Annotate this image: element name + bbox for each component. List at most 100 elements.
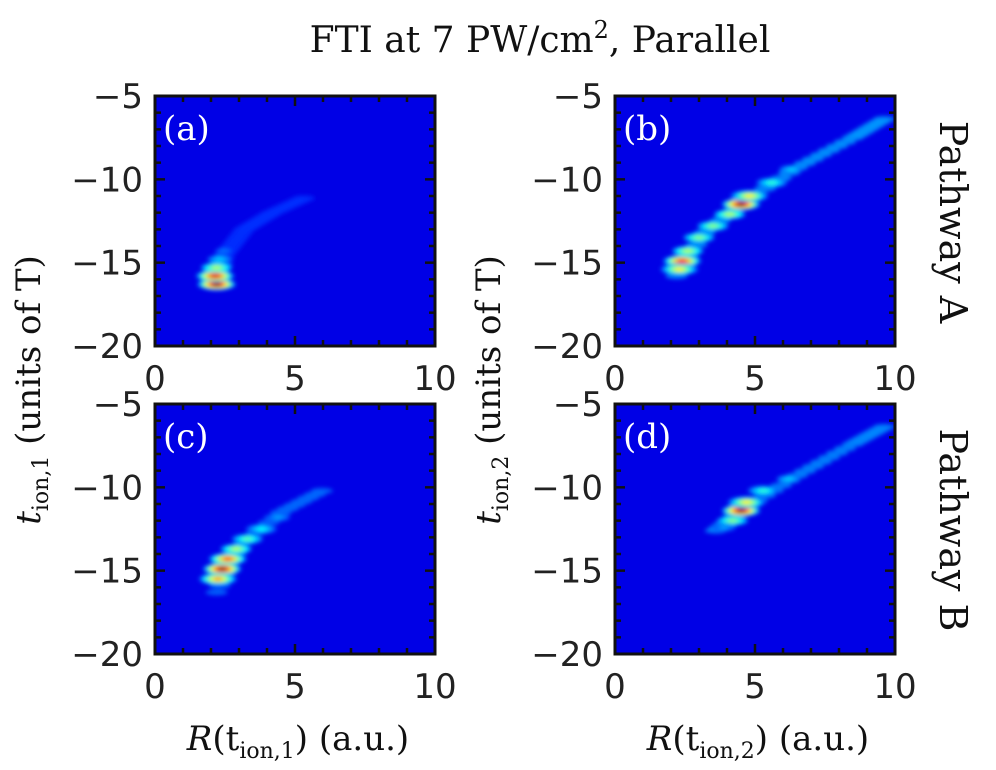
svg-text:Pathway A: Pathway A	[931, 121, 975, 324]
heatmap-peak	[245, 524, 277, 534]
ylabel-left-rest: (units of T)	[9, 255, 49, 455]
x-tick-label: 5	[284, 667, 306, 707]
y-tick-label: −15	[531, 244, 603, 284]
figure-title: FTI at 7 PW/cm2, Parallel	[310, 16, 771, 61]
y-tick-label: −20	[71, 635, 143, 675]
x-tick-label: 0	[144, 667, 166, 707]
heatmap-peak	[266, 513, 291, 522]
y-tick-label: −15	[531, 552, 603, 592]
heatmap-peak	[683, 232, 715, 243]
y-tick-label: −20	[531, 327, 603, 367]
axis-ticks	[613, 94, 897, 348]
heatmap-peak	[672, 246, 704, 256]
xlabel-right-var: R	[646, 719, 673, 759]
panel-label: (a)	[163, 109, 210, 149]
y-tick-label: −5	[93, 77, 143, 117]
heatmap-peak	[197, 278, 236, 291]
y-tick-label: −5	[553, 77, 603, 117]
x-tick-label: 5	[284, 359, 306, 399]
xlabel-left: R(tion,1) (a.u.)	[186, 719, 409, 764]
x-tick-label: 10	[873, 667, 916, 707]
x-tick-label: 0	[144, 359, 166, 399]
x-tick-label: 10	[413, 359, 456, 399]
svg-text:Pathway B: Pathway B	[931, 429, 975, 632]
heatmap-peak	[756, 177, 788, 188]
ylabel-right: tion,2 (units of T)	[469, 255, 514, 525]
y-tick-label: −10	[71, 160, 143, 200]
xlabel-left-open: (t	[212, 719, 239, 759]
xlabel-right-sub: ion,2	[699, 739, 754, 764]
heatmap-content	[660, 116, 895, 279]
heatmap-background	[155, 96, 435, 346]
ylabel-left: tion,1 (units of T)	[9, 255, 54, 525]
heatmap-panel-b: 0 5 10 −20 −15 −10 −5 (b)	[531, 77, 916, 399]
heatmap-peak	[730, 190, 769, 202]
y-tick-label: −20	[71, 327, 143, 367]
heatmap-fringe	[826, 450, 848, 457]
panel-label: (d)	[623, 417, 671, 457]
x-tick-label: 0	[604, 359, 626, 399]
heatmap-fringe	[310, 487, 333, 494]
x-tick-label: 0	[604, 667, 626, 707]
panel-label: (c)	[163, 417, 209, 457]
heatmap-fringe	[802, 463, 824, 470]
xlabel-right: R(tion,2) (a.u.)	[646, 719, 869, 764]
x-tick-label: 5	[744, 667, 766, 707]
axis-ticks	[153, 94, 437, 348]
heatmap-peak	[712, 523, 737, 532]
heatmap-peak	[208, 553, 247, 565]
heatmap-fringe	[292, 195, 315, 202]
xlabel-left-var: R	[186, 719, 213, 759]
heatmap-peak	[717, 515, 749, 526]
heatmap-fringe	[205, 589, 228, 596]
y-tick-label: −5	[553, 385, 603, 425]
ylabel-right-var: t	[469, 511, 509, 525]
heatmap-peak	[714, 209, 746, 220]
y-tick-label: −10	[71, 468, 143, 508]
x-tick-label: 10	[873, 359, 916, 399]
svg-text:tion,2 (units of T): tion,2 (units of T)	[469, 255, 514, 525]
heatmap-panel-a: 0 5 10 −20 −15 −10 −5 (a)	[71, 77, 456, 399]
ylabel-left-sub: ion,1	[29, 456, 54, 511]
heatmap-fringe	[794, 468, 816, 475]
heatmap-peak	[220, 544, 252, 554]
heatmap-peak	[201, 262, 233, 273]
title-superscript: 2	[594, 16, 609, 44]
heatmap-fringe	[810, 459, 832, 466]
xlabel-right-rest: ) (a.u.)	[755, 719, 869, 759]
heatmap-peak	[203, 563, 242, 575]
axis-ticks	[153, 402, 437, 656]
row-label-pathway-b: Pathway B	[931, 429, 975, 632]
heatmap-content	[196, 195, 315, 291]
heatmap-peak	[727, 496, 766, 509]
y-tick-label: −10	[531, 468, 603, 508]
y-tick-label: −15	[71, 552, 143, 592]
heatmap-fringe	[770, 482, 792, 489]
heatmap-panel-c: 0 5 10 −20 −15 −10 −5 (c)	[71, 385, 456, 707]
xlabel-left-rest: ) (a.u.)	[295, 719, 409, 759]
heatmap-fringe	[873, 116, 895, 123]
ylabel-left-var: t	[9, 511, 49, 525]
title-main: FTI at 7 PW/cm	[310, 20, 594, 61]
axis-ticks	[613, 402, 897, 656]
title-tail: , Parallel	[609, 20, 770, 61]
x-tick-label: 5	[744, 359, 766, 399]
heatmap-peak	[660, 263, 699, 276]
heatmap-peak	[779, 165, 804, 174]
y-tick-label: −5	[93, 385, 143, 425]
heatmap-peak	[721, 198, 761, 211]
heatmap-peak	[747, 485, 779, 496]
heatmap-peak	[663, 255, 702, 267]
svg-text:tion,1 (units of T): tion,1 (units of T)	[9, 255, 54, 525]
heatmap-content	[704, 423, 895, 534]
panels: 0 5 10 −20 −15 −10 −5 (a) 0 5 10 −20 −15 −10 −5 (b) 0 5 10…	[71, 77, 916, 707]
heatmap-background	[155, 404, 435, 654]
ylabel-right-rest: (units of T)	[469, 255, 509, 455]
heatmap-content	[198, 487, 333, 596]
heatmap-fringe	[873, 423, 895, 430]
x-tick-label: 10	[413, 667, 456, 707]
y-tick-label: −10	[531, 160, 603, 200]
y-tick-label: −20	[531, 635, 603, 675]
xlabel-left-sub: ion,1	[239, 739, 294, 764]
